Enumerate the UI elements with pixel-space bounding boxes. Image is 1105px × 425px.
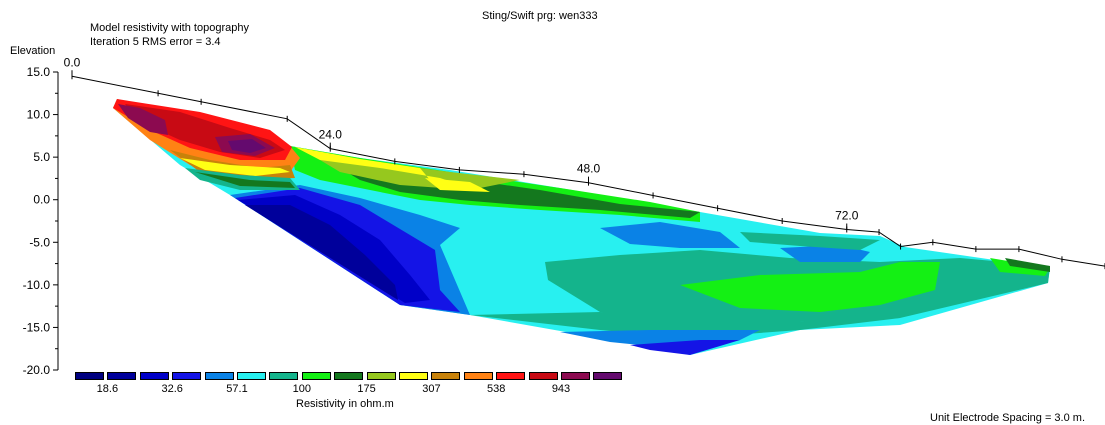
y-tick-label: -20.0 [23,363,51,377]
legend-label: 100 [292,383,311,395]
y-tick-label: -15.0 [23,320,51,334]
y-tick-label: 10.0 [27,108,51,122]
legend-swatch [237,372,266,380]
model-section [113,99,1050,355]
legend-swatch [399,372,428,380]
legend-label: 175 [357,383,376,395]
section-bright-green-zone [680,262,940,312]
legend-swatch [172,372,202,380]
section-right-green-strip [740,232,880,250]
legend-swatch [496,372,526,380]
electrode-spacing-note: Unit Electrode Spacing = 3.0 m. [930,412,1085,424]
section-high-res-dark-green [195,172,295,188]
program-label: Sting/Swift prg: wen333 [482,10,598,22]
legend-swatch [593,372,623,380]
y-tick-label: 5.0 [33,150,50,164]
section-blue-pocket-2 [780,245,870,262]
section-high-res-maroon-1 [118,104,168,135]
chart-title: Model resistivity with topography [90,22,249,34]
x-tick-label: 24.0 [319,128,343,142]
x-tick-label: 72.0 [835,209,859,223]
legend-swatch [204,372,234,380]
section-blue-pocket-1 [600,222,740,248]
section-left-darkest-blue [245,205,398,300]
section-bottom-dark-blue [630,340,740,355]
legend-label: 307 [422,383,441,395]
section-high-res-yellow [180,158,290,176]
legend-swatch [75,372,104,380]
legend-swatch [301,372,331,380]
legend-title: Resistivity in ohm.m [296,398,394,410]
section-high-res-purple [228,139,266,153]
legend-swatch [269,372,299,380]
legend-swatch [366,372,396,380]
legend-swatch [107,372,137,380]
chart-subtitle: Iteration 5 RMS error = 3.4 [90,36,221,48]
x-axis-labels: 0.0 24.0 48.0 72.0 [64,55,859,230]
legend-swatch [139,372,169,380]
legend-swatch [334,372,364,380]
x-tick-label: 48.0 [577,162,601,176]
legend-label: 538 [487,383,506,395]
legend-label: 57.1 [226,383,248,395]
legend-swatch [528,372,558,380]
y-tick-label: -5.0 [29,235,50,249]
section-right-surface-dark [1005,258,1050,272]
legend-label: 943 [551,383,571,395]
y-axis-ticks: 15.0 10.0 5.0 0.0 -5.0 -10.0 -15.0 -20.0 [23,65,58,377]
y-tick-label: -10.0 [23,278,51,292]
y-axis-label: Elevation [10,45,56,57]
section-mid-surface-pocket [425,178,490,192]
x-tick-label: 0.0 [64,55,81,69]
section-mid-surface-yellow [295,147,470,188]
section-bottom-green [470,312,900,338]
legend-label: 18.6 [96,383,119,395]
legend-swatch [463,372,493,380]
topography-line [71,75,1105,267]
legend-label: 32.6 [161,383,183,395]
legend-swatch [561,372,590,380]
legend-swatch [431,372,461,380]
y-tick-label: 15.0 [27,65,51,79]
y-tick-label: 0.0 [33,193,50,207]
